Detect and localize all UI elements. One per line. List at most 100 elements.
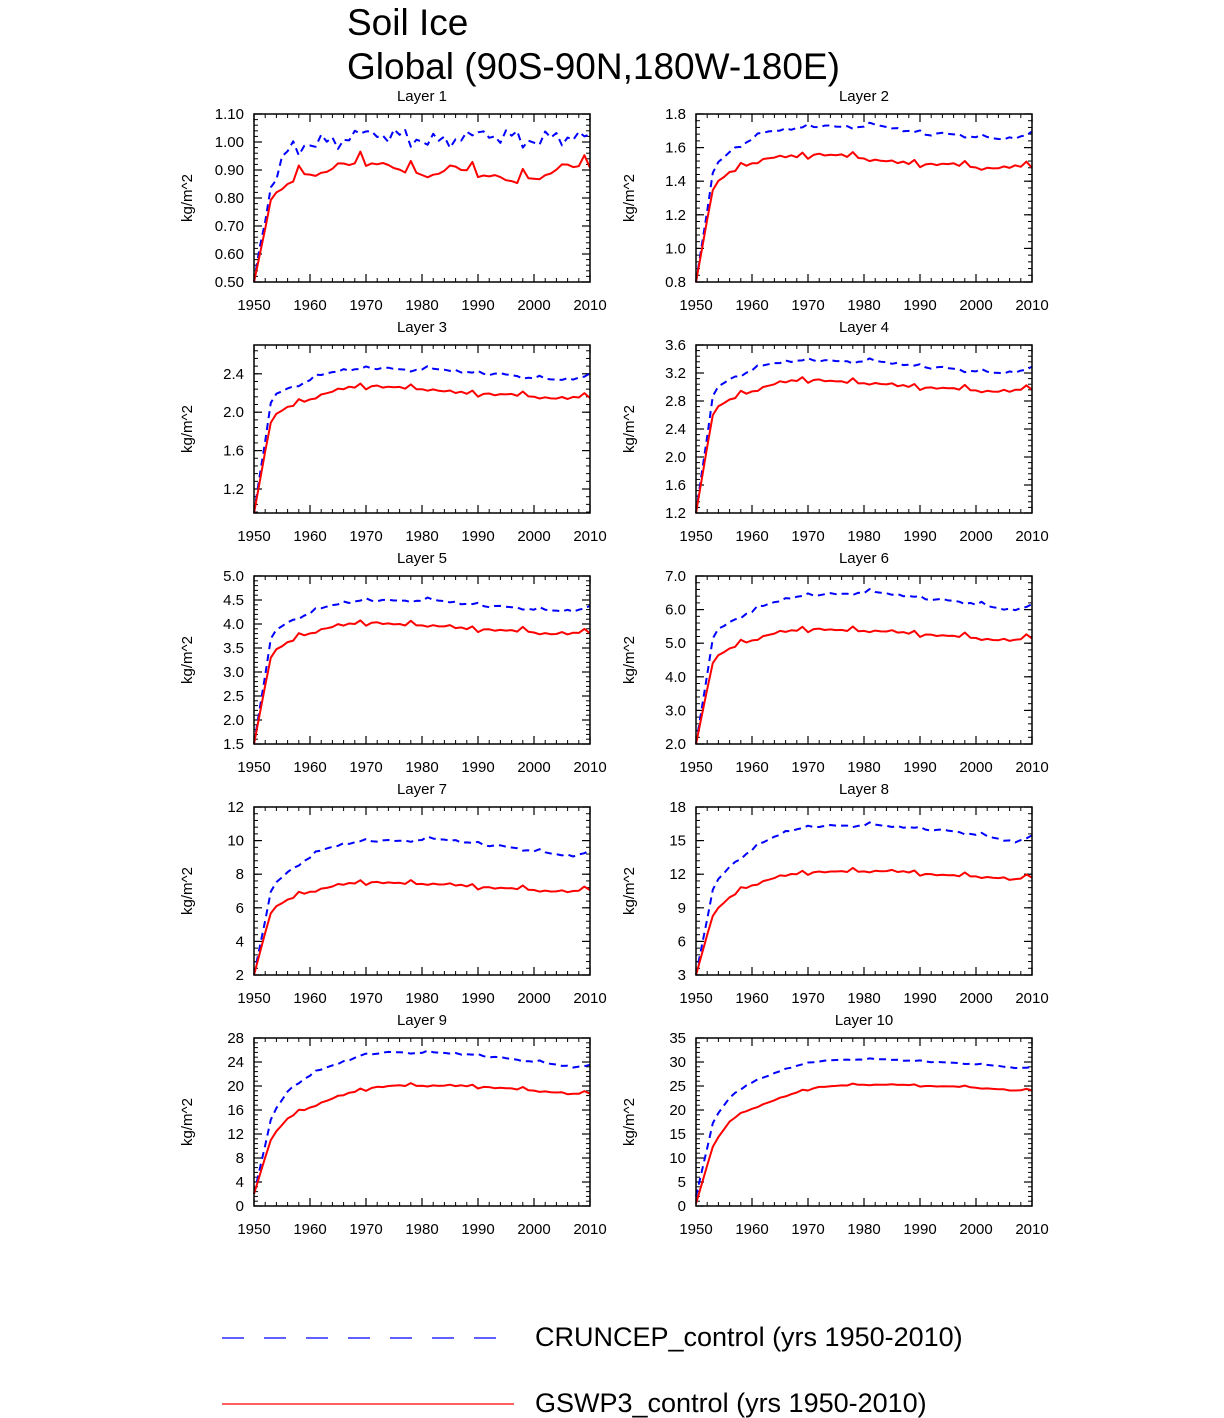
x-tick-label: 1960 bbox=[293, 759, 326, 776]
x-tick-label: 1980 bbox=[405, 759, 438, 776]
y-tick-label: 9 bbox=[678, 900, 686, 917]
x-tick-label: 2000 bbox=[959, 1221, 992, 1238]
series-line-cruncep bbox=[253, 128, 591, 283]
y-tick-label: 5 bbox=[678, 1174, 686, 1191]
y-tick-label: 1.10 bbox=[215, 106, 244, 123]
y-tick-label: 1.4 bbox=[665, 173, 686, 190]
x-tick-label: 1980 bbox=[405, 528, 438, 545]
series-line-gswp3 bbox=[695, 1082, 1033, 1204]
series-line-gswp3 bbox=[695, 376, 1033, 514]
y-tick-label: 0.50 bbox=[215, 274, 244, 291]
plot-frame bbox=[695, 1037, 1033, 1207]
y-tick-label: 4 bbox=[236, 933, 244, 950]
x-tick-label: 1990 bbox=[461, 990, 494, 1007]
y-tick-label: 2.0 bbox=[223, 404, 244, 421]
panel-title: Layer 9 bbox=[397, 1012, 447, 1029]
series-line-gswp3 bbox=[695, 866, 1033, 976]
x-tick-label: 1950 bbox=[679, 759, 712, 776]
x-tick-label: 1960 bbox=[735, 297, 768, 314]
x-tick-label: 2010 bbox=[573, 528, 606, 545]
plot-panel-layer-4: Layer 4 1950 1960 1970 1980 1990 2000 2010 1.2 1.… bbox=[621, 319, 1049, 545]
x-tick-label: 1990 bbox=[461, 1221, 494, 1238]
y-tick-label: 1.8 bbox=[665, 106, 686, 123]
x-tick-label: 1960 bbox=[293, 990, 326, 1007]
x-tick-label: 1950 bbox=[237, 528, 270, 545]
y-tick-label: 2.0 bbox=[665, 449, 686, 466]
panel-title: Layer 5 bbox=[397, 550, 447, 567]
x-tick-label: 1960 bbox=[735, 990, 768, 1007]
y-tick-label: 2.4 bbox=[665, 421, 686, 438]
y-axis-label: kg/m^2 bbox=[179, 174, 196, 222]
x-tick-label: 2010 bbox=[573, 297, 606, 314]
y-tick-label: 25 bbox=[669, 1078, 686, 1095]
series-line-cruncep bbox=[253, 1049, 591, 1195]
x-tick-label: 1970 bbox=[791, 990, 824, 1007]
x-tick-label: 1990 bbox=[903, 528, 936, 545]
x-tick-label: 1960 bbox=[293, 297, 326, 314]
y-axis-label: kg/m^2 bbox=[621, 867, 638, 915]
y-tick-label: 3.2 bbox=[665, 365, 686, 382]
y-tick-label: 10 bbox=[227, 833, 244, 850]
y-tick-label: 20 bbox=[669, 1102, 686, 1119]
y-tick-label: 0.80 bbox=[215, 190, 244, 207]
panel-title: Layer 8 bbox=[839, 781, 889, 798]
y-tick-label: 8 bbox=[236, 1150, 244, 1167]
x-tick-label: 2000 bbox=[959, 759, 992, 776]
y-tick-label: 1.6 bbox=[665, 477, 686, 494]
y-tick-label: 0.90 bbox=[215, 162, 244, 179]
x-tick-label: 1950 bbox=[237, 1221, 270, 1238]
plot-frame bbox=[253, 113, 591, 283]
x-tick-label: 2010 bbox=[1015, 297, 1048, 314]
y-tick-label: 1.6 bbox=[665, 140, 686, 157]
x-tick-label: 1990 bbox=[461, 759, 494, 776]
y-tick-label: 8 bbox=[236, 866, 244, 883]
series-line-gswp3 bbox=[695, 625, 1033, 745]
panel-title: Layer 2 bbox=[839, 88, 889, 105]
series-line-gswp3 bbox=[253, 382, 591, 514]
x-tick-label: 1970 bbox=[791, 1221, 824, 1238]
series-line-cruncep bbox=[695, 357, 1033, 514]
x-tick-label: 1970 bbox=[349, 528, 382, 545]
plot-panel-layer-3: Layer 3 1950 1960 1970 1980 1990 2000 2010 1.2 1.… bbox=[179, 319, 607, 545]
y-tick-label: 4.0 bbox=[223, 616, 244, 633]
legend-swatches bbox=[222, 1337, 514, 1405]
y-axis-label: kg/m^2 bbox=[179, 405, 196, 453]
plot-panel-layer-9: Layer 9 1950 1960 1970 1980 1990 2000 2010 0 4 8 12… bbox=[179, 1012, 607, 1238]
y-axis-label: kg/m^2 bbox=[621, 174, 638, 222]
y-tick-label: 20 bbox=[227, 1078, 244, 1095]
plot-frame bbox=[253, 344, 591, 514]
x-tick-label: 1970 bbox=[349, 297, 382, 314]
plot-panel-layer-8: Layer 8 1950 1960 1970 1980 1990 2000 2010 3 6 9 12… bbox=[621, 781, 1049, 1007]
x-tick-label: 1980 bbox=[405, 990, 438, 1007]
x-tick-label: 1990 bbox=[903, 1221, 936, 1238]
plot-panel-layer-2: Layer 2 1950 1960 1970 1980 1990 2000 2010 0.8 1.… bbox=[621, 88, 1049, 314]
y-axis-label: kg/m^2 bbox=[179, 636, 196, 684]
legend-label-gswp3: GSWP3_control (yrs 1950-2010) bbox=[535, 1388, 927, 1418]
series-line-cruncep bbox=[695, 121, 1033, 283]
x-tick-label: 2000 bbox=[517, 528, 550, 545]
x-tick-label: 1970 bbox=[349, 990, 382, 1007]
x-tick-label: 1990 bbox=[903, 759, 936, 776]
y-tick-label: 1.6 bbox=[223, 443, 244, 460]
y-tick-label: 16 bbox=[227, 1102, 244, 1119]
x-tick-label: 1980 bbox=[405, 1221, 438, 1238]
x-tick-label: 1990 bbox=[461, 528, 494, 545]
x-tick-label: 2010 bbox=[1015, 1221, 1048, 1238]
x-tick-label: 1970 bbox=[791, 297, 824, 314]
y-tick-label: 2.8 bbox=[665, 393, 686, 410]
panel-title: Layer 7 bbox=[397, 781, 447, 798]
y-tick-label: 28 bbox=[227, 1030, 244, 1047]
x-tick-label: 1980 bbox=[405, 297, 438, 314]
series-line-cruncep bbox=[253, 596, 591, 745]
x-tick-label: 1960 bbox=[293, 528, 326, 545]
x-tick-label: 1950 bbox=[237, 297, 270, 314]
plot-frame bbox=[695, 113, 1033, 283]
x-tick-label: 2010 bbox=[1015, 990, 1048, 1007]
y-axis-label: kg/m^2 bbox=[179, 867, 196, 915]
y-tick-label: 7.0 bbox=[665, 568, 686, 585]
plot-panel-layer-7: Layer 7 1950 1960 1970 1980 1990 2000 2010 2 4 6 8 1… bbox=[179, 781, 607, 1007]
x-tick-label: 1960 bbox=[735, 759, 768, 776]
x-tick-label: 1950 bbox=[679, 1221, 712, 1238]
series-line-gswp3 bbox=[253, 1082, 591, 1195]
y-tick-label: 3.6 bbox=[665, 337, 686, 354]
